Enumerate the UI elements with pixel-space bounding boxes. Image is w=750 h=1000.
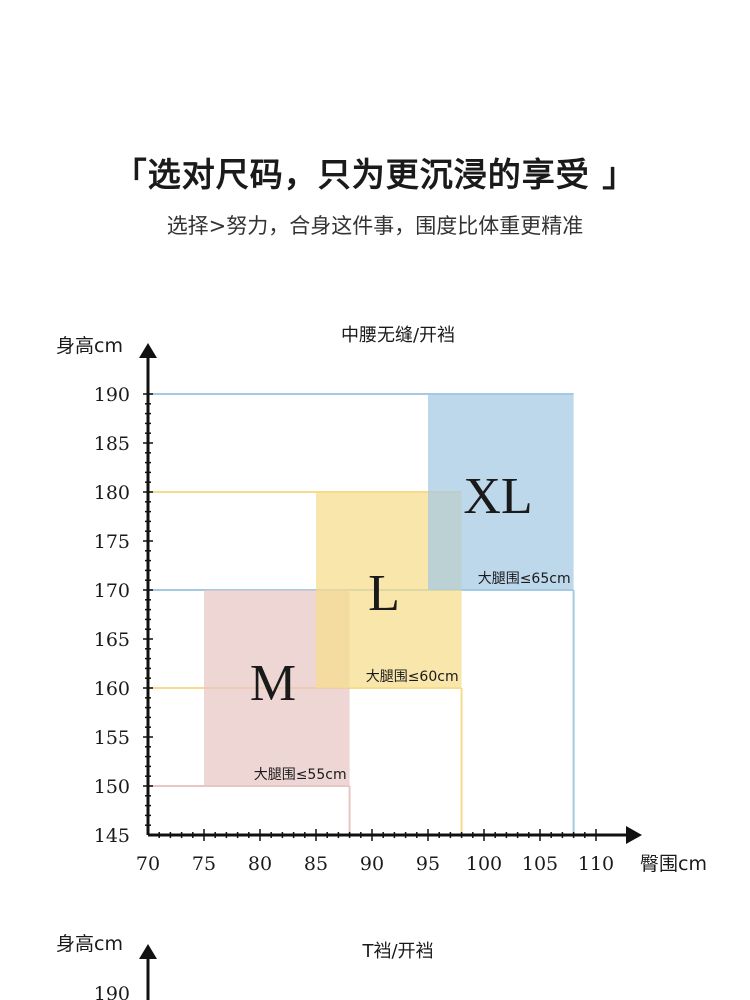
axes <box>139 343 642 844</box>
thigh-note-M: 大腿围≤55cm <box>254 767 347 783</box>
x-tick-label: 80 <box>248 853 272 875</box>
y-tick-label: 190 <box>94 384 130 406</box>
chart2-y-axis-title: 身高cm <box>56 933 123 955</box>
size-regions <box>204 394 574 786</box>
x-tick-label: 85 <box>304 853 328 875</box>
thigh-note-L: 大腿围≤60cm <box>366 669 459 685</box>
y-tick-label: 175 <box>94 531 130 553</box>
y-tick-label: 165 <box>94 629 130 651</box>
x-tick-label: 75 <box>192 853 216 875</box>
y-tick-label: 155 <box>94 727 130 749</box>
page-subtitle: 选择>努力，合身这件事，围度比体重更精准 <box>166 214 584 238</box>
size-label-M: M <box>250 655 296 712</box>
x-tick-label: 105 <box>522 853 558 875</box>
chart2-y-tick-label: 190 <box>94 983 130 1000</box>
x-tick-label: 110 <box>578 853 614 875</box>
x-tick-label: 90 <box>360 853 384 875</box>
chart-title: 中腰无缝/开裆 <box>341 325 455 346</box>
y-axis-title: 身高cm <box>56 335 123 357</box>
second-chart: 身高cm T裆/开裆 190 <box>56 933 434 1000</box>
x-axis-title: 臀围cm <box>640 853 707 875</box>
size-label-L: L <box>368 565 400 622</box>
y-axis-arrow <box>139 343 157 358</box>
y-tick-label: 185 <box>94 433 130 455</box>
page-title: 「选对尺码，只为更沉浸的享受 」 <box>113 155 637 194</box>
x-tick-label: 100 <box>466 853 502 875</box>
y-tick-label: 170 <box>94 580 130 602</box>
x-axis-arrow <box>626 826 642 844</box>
y-tick-label: 150 <box>94 776 130 798</box>
chart2-title: T裆/开裆 <box>361 941 433 962</box>
labels: 145 150 155 160 165 170 175 180 185 190 70 75 80 85 90… <box>56 325 707 875</box>
chart2-y-axis-arrow <box>139 944 157 959</box>
size-label-XL: XL <box>463 468 532 525</box>
thigh-note-XL: 大腿围≤65cm <box>478 571 571 587</box>
x-tick-label: 70 <box>136 853 160 875</box>
y-tick-label: 160 <box>94 678 130 700</box>
region-XL <box>428 394 574 590</box>
y-tick-label: 145 <box>94 825 130 847</box>
x-tick-label: 95 <box>416 853 440 875</box>
y-tick-label: 180 <box>94 482 130 504</box>
